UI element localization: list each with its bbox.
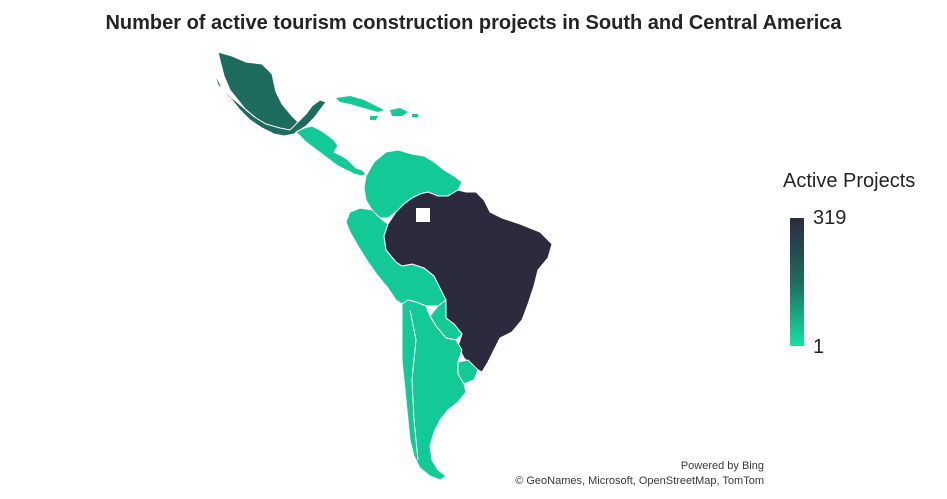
legend-title: Active Projects (783, 170, 916, 192)
legend-max-label: 319 (813, 207, 847, 229)
credit-sources: © GeoNames, Microsoft, OpenStreetMap, To… (515, 475, 764, 487)
legend-color-scale (790, 218, 804, 346)
region-jamaica[interactable] (370, 116, 378, 120)
region-mexico[interactable] (207, 46, 327, 137)
region-puerto-rico[interactable] (412, 114, 418, 117)
region-argentina-chile[interactable] (401, 299, 467, 481)
border-chile-argentina (409, 309, 419, 461)
region-central-america[interactable] (295, 125, 367, 177)
region-cuba[interactable] (336, 96, 384, 112)
credit-powered-by: Powered by Bing (680, 460, 764, 472)
map-title: Number of active tourism construction pr… (105, 12, 842, 34)
no-data-marker (416, 208, 430, 222)
region-brazil[interactable] (383, 189, 553, 373)
region-hispaniola[interactable] (390, 108, 408, 116)
legend-min-label: 1 (813, 336, 825, 358)
